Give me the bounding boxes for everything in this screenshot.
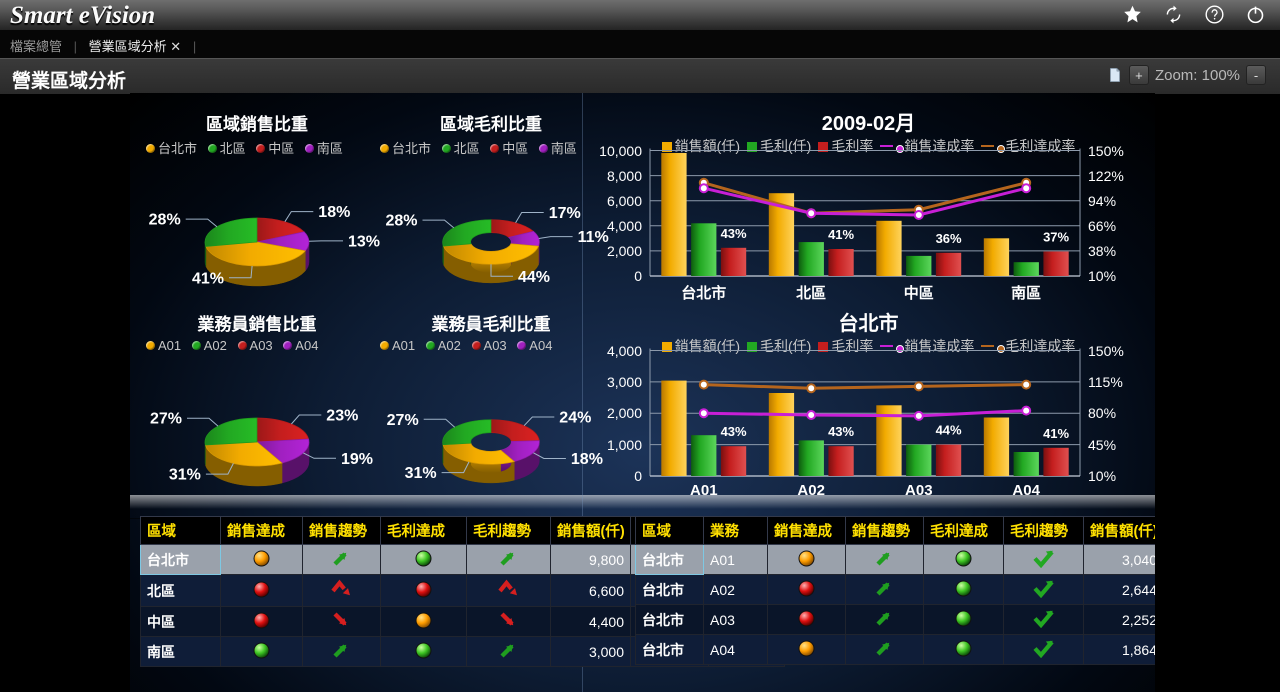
svg-text:41%: 41% <box>1043 426 1069 441</box>
svg-text:31%: 31% <box>405 465 437 482</box>
svg-text:44%: 44% <box>936 423 962 438</box>
svg-text:41%: 41% <box>828 227 854 242</box>
svg-text:13%: 13% <box>348 233 380 250</box>
svg-text:43%: 43% <box>721 424 747 439</box>
svg-text:18%: 18% <box>318 204 350 221</box>
svg-text:43%: 43% <box>828 424 854 439</box>
svg-text:43%: 43% <box>721 226 747 241</box>
svg-text:27%: 27% <box>387 412 419 429</box>
svg-text:37%: 37% <box>1043 230 1069 245</box>
svg-text:28%: 28% <box>385 213 417 230</box>
svg-text:44%: 44% <box>518 269 550 286</box>
svg-text:36%: 36% <box>936 231 962 246</box>
svg-text:41%: 41% <box>192 270 224 287</box>
svg-text:23%: 23% <box>326 408 358 425</box>
svg-text:31%: 31% <box>169 467 201 484</box>
svg-text:27%: 27% <box>150 411 182 428</box>
svg-text:28%: 28% <box>149 212 181 229</box>
svg-text:19%: 19% <box>341 451 373 468</box>
svg-text:17%: 17% <box>549 205 581 222</box>
